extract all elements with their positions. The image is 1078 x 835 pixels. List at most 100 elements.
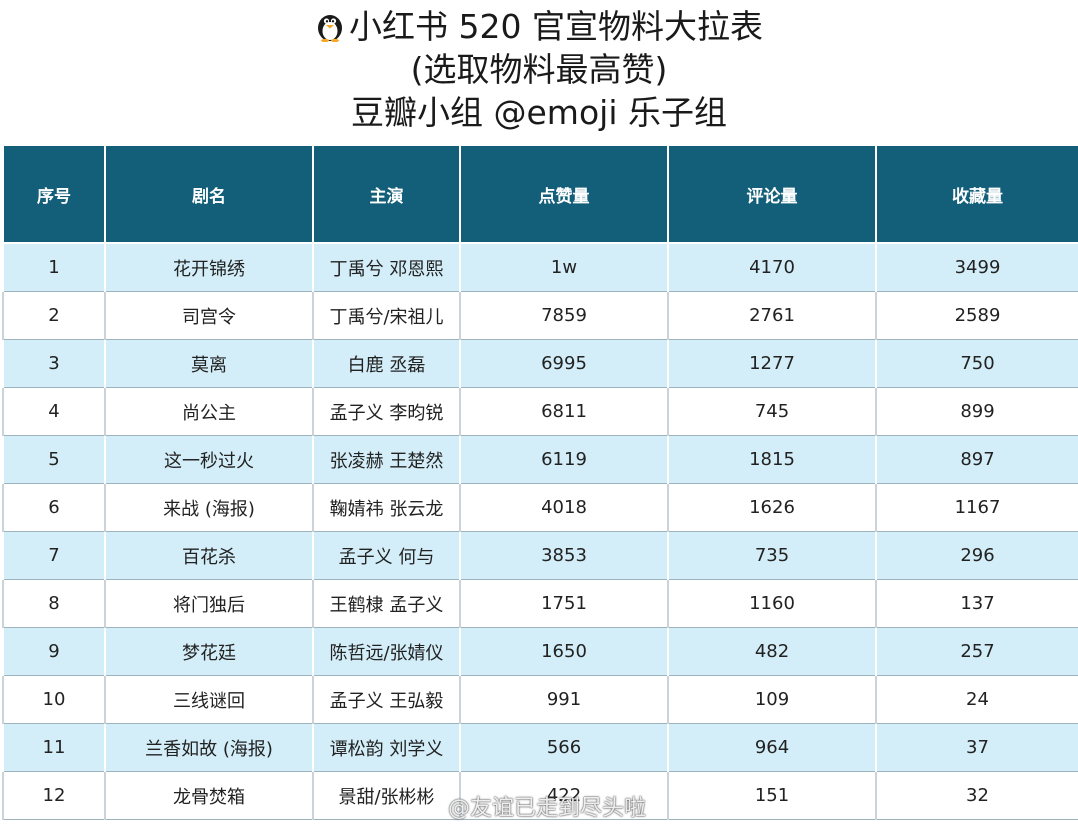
table-row: 7 百花杀 孟子义 何与 3853 735 296: [2, 531, 1078, 580]
cell-comments: 1626: [667, 483, 877, 532]
cell-favorites: 897: [875, 435, 1078, 484]
cell-cast: 丁禹兮 邓恩熙: [312, 242, 461, 292]
cell-favorites: 750: [875, 339, 1078, 388]
cell-cast: 孟子义 王弘毅: [312, 675, 461, 724]
cell-comments: 2761: [667, 291, 877, 340]
title-block: 小红书 520 官宣物料大拉表 (选取物料最高赞) 豆瓣小组 @emoji 乐子…: [0, 0, 1078, 142]
cell-favorites: 296: [875, 531, 1078, 580]
cell-likes: 422: [459, 771, 669, 820]
cell-drama: 梦花廷: [104, 627, 314, 676]
table-row: 3 莫离 白鹿 丞磊 6995 1277 750: [2, 339, 1078, 388]
cell-index: 4: [2, 387, 106, 436]
cell-likes: 6811: [459, 387, 669, 436]
cell-likes: 566: [459, 723, 669, 772]
cell-drama: 将门独后: [104, 579, 314, 628]
cell-comments: 1815: [667, 435, 877, 484]
cell-index: 7: [2, 531, 106, 580]
cell-comments: 735: [667, 531, 877, 580]
cell-comments: 151: [667, 771, 877, 820]
cell-cast: 鞠婧祎 张云龙: [312, 483, 461, 532]
table-row: 10 三线谜回 孟子义 王弘毅 991 109 24: [2, 675, 1078, 724]
cell-drama: 百花杀: [104, 531, 314, 580]
table-header-row: 序号 剧名 主演 点赞量 评论量 收藏量: [2, 144, 1078, 244]
title-text-1: 小红书 520 官宣物料大拉表: [349, 7, 763, 46]
cell-drama: 三线谜回: [104, 675, 314, 724]
cell-cast: 王鹤棣 孟子义: [312, 579, 461, 628]
cell-drama: 尚公主: [104, 387, 314, 436]
table-row: 8 将门独后 王鹤棣 孟子义 1751 1160 137: [2, 579, 1078, 628]
cell-drama: 这一秒过火: [104, 435, 314, 484]
cell-comments: 964: [667, 723, 877, 772]
header-cast: 主演: [312, 144, 461, 244]
cell-likes: 1650: [459, 627, 669, 676]
cell-drama: 来战 (海报): [104, 483, 314, 532]
title-line-3: 豆瓣小组 @emoji 乐子组: [351, 93, 727, 132]
cell-favorites: 24: [875, 675, 1078, 724]
cell-likes: 3853: [459, 531, 669, 580]
cell-likes: 1751: [459, 579, 669, 628]
cell-cast: 丁禹兮/宋祖儿: [312, 291, 461, 340]
cell-cast: 白鹿 丞磊: [312, 339, 461, 388]
header-drama: 剧名: [104, 144, 314, 244]
cell-index: 10: [2, 675, 106, 724]
cell-likes: 4018: [459, 483, 669, 532]
cell-cast: 张凌赫 王楚然: [312, 435, 461, 484]
cell-favorites: 257: [875, 627, 1078, 676]
table-row: 1 花开锦绣 丁禹兮 邓恩熙 1w 4170 3499: [2, 242, 1078, 292]
cell-drama: 司宫令: [104, 291, 314, 340]
cell-drama: 龙骨焚箱: [104, 771, 314, 820]
table-row: 6 来战 (海报) 鞠婧祎 张云龙 4018 1626 1167: [2, 483, 1078, 532]
cell-likes: 6995: [459, 339, 669, 388]
cell-likes: 6119: [459, 435, 669, 484]
cell-likes: 1w: [459, 242, 669, 292]
cell-comments: 109: [667, 675, 877, 724]
cell-cast: 孟子义 李昀锐: [312, 387, 461, 436]
header-favorites: 收藏量: [875, 144, 1078, 244]
table-row: 4 尚公主 孟子义 李昀锐 6811 745 899: [2, 387, 1078, 436]
cell-index: 3: [2, 339, 106, 388]
table-row: 2 司宫令 丁禹兮/宋祖儿 7859 2761 2589: [2, 291, 1078, 340]
cell-index: 6: [2, 483, 106, 532]
table-row: 12 龙骨焚箱 景甜/张彬彬 422 151 32: [2, 771, 1078, 820]
cell-index: 2: [2, 291, 106, 340]
cell-drama: 花开锦绣: [104, 242, 314, 292]
cell-index: 12: [2, 771, 106, 820]
cell-comments: 1277: [667, 339, 877, 388]
cell-favorites: 3499: [875, 242, 1078, 292]
cell-index: 8: [2, 579, 106, 628]
cell-likes: 991: [459, 675, 669, 724]
cell-cast: 陈哲远/张婧仪: [312, 627, 461, 676]
table-row: 5 这一秒过火 张凌赫 王楚然 6119 1815 897: [2, 435, 1078, 484]
cell-favorites: 32: [875, 771, 1078, 820]
cell-comments: 745: [667, 387, 877, 436]
table-row: 11 兰香如故 (海报) 谭松韵 刘学义 566 964 37: [2, 723, 1078, 772]
cell-index: 5: [2, 435, 106, 484]
title-line-1: 小红书 520 官宣物料大拉表: [0, 0, 1078, 48]
cell-drama: 莫离: [104, 339, 314, 388]
ranking-table-wrap: 序号 剧名 主演 点赞量 评论量 收藏量 1 花开锦绣 丁禹兮 邓恩熙 1w 4170 3…: [2, 144, 1078, 820]
table-body: 1 花开锦绣 丁禹兮 邓恩熙 1w 4170 3499 2 司宫令 丁禹兮/宋祖儿 7859 276…: [2, 242, 1078, 820]
penguin-icon: [318, 15, 343, 42]
cell-cast: 孟子义 何与: [312, 531, 461, 580]
cell-comments: 4170: [667, 242, 877, 292]
cell-favorites: 37: [875, 723, 1078, 772]
cell-favorites: 137: [875, 579, 1078, 628]
cell-cast: 谭松韵 刘学义: [312, 723, 461, 772]
cell-favorites: 2589: [875, 291, 1078, 340]
cell-likes: 7859: [459, 291, 669, 340]
cell-favorites: 899: [875, 387, 1078, 436]
header-index: 序号: [2, 144, 106, 244]
cell-drama: 兰香如故 (海报): [104, 723, 314, 772]
header-comments: 评论量: [667, 144, 877, 244]
table-row: 9 梦花廷 陈哲远/张婧仪 1650 482 257: [2, 627, 1078, 676]
cell-comments: 1160: [667, 579, 877, 628]
cell-index: 11: [2, 723, 106, 772]
header-likes: 点赞量: [459, 144, 669, 244]
cell-index: 1: [2, 242, 106, 292]
ranking-table: 序号 剧名 主演 点赞量 评论量 收藏量 1 花开锦绣 丁禹兮 邓恩熙 1w 4170 3…: [2, 144, 1078, 820]
cell-cast: 景甜/张彬彬: [312, 771, 461, 820]
cell-index: 9: [2, 627, 106, 676]
cell-favorites: 1167: [875, 483, 1078, 532]
watermark: @友谊已走到尽头啦: [448, 796, 647, 821]
